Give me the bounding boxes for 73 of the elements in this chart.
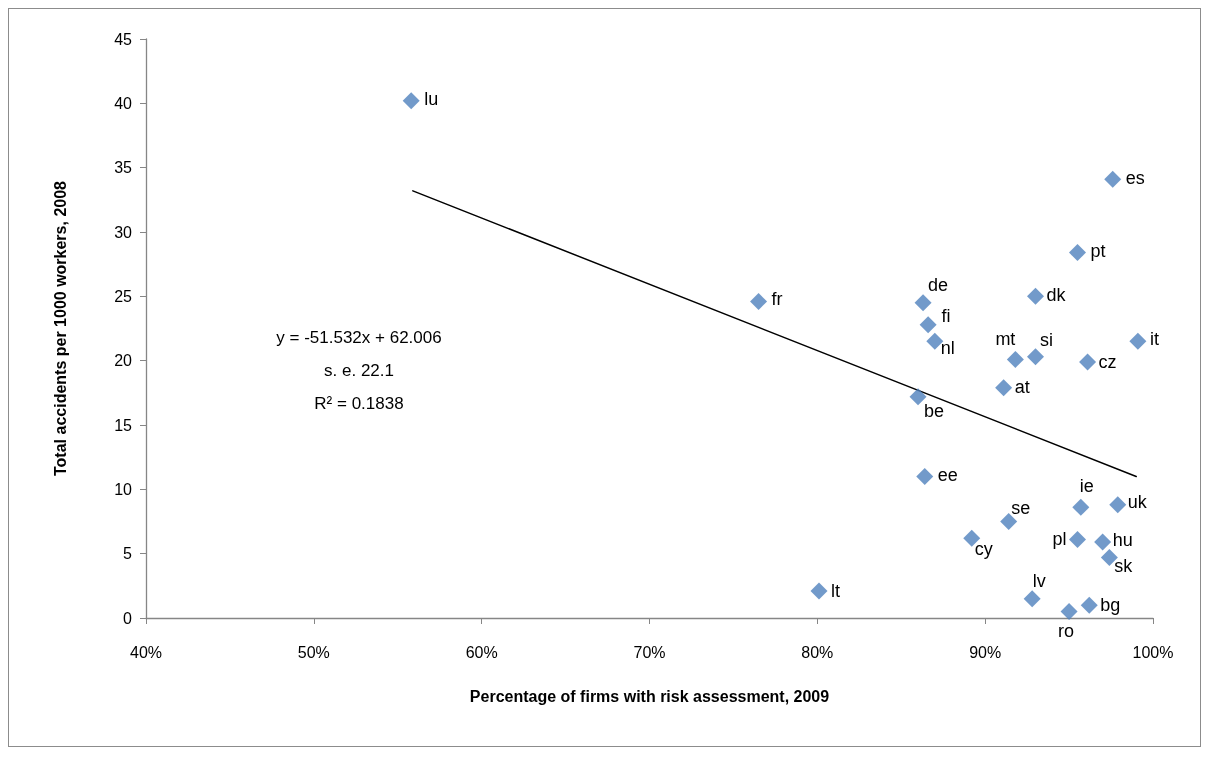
annotation: it <box>1149 329 1159 350</box>
point <box>810 582 828 600</box>
annotation: lv <box>1032 570 1046 591</box>
point <box>1109 496 1127 514</box>
annotation: s. e. 22.1 <box>324 360 394 380</box>
y-tick-label: 25 <box>114 287 133 305</box>
annotation: ro <box>1058 620 1075 641</box>
annotation: R² = 0.1838 <box>314 393 404 413</box>
point <box>1094 533 1112 551</box>
annotation: pl <box>1052 528 1067 549</box>
x-tick-label: 40% <box>129 643 163 661</box>
point <box>1027 348 1045 366</box>
annotation: pt <box>1090 240 1106 261</box>
annotation: at <box>1014 376 1030 397</box>
point <box>750 292 768 310</box>
point <box>1027 287 1045 305</box>
x-tick-label: 70% <box>633 643 666 661</box>
y-tick-label: 10 <box>114 480 133 498</box>
point <box>1079 353 1097 371</box>
y-tick-label: 30 <box>114 223 133 241</box>
annotation: uk <box>1127 491 1148 512</box>
point <box>1129 332 1147 350</box>
point <box>995 379 1013 397</box>
x-tick-label: 80% <box>801 643 834 661</box>
annotation: hu <box>1112 530 1133 551</box>
annotation: si <box>1040 329 1054 350</box>
y-tick-label: 5 <box>123 545 133 563</box>
annotation: cz <box>1098 351 1117 372</box>
annotation: cy <box>974 539 993 560</box>
y-tick-label: 45 <box>114 30 133 48</box>
annotation: lt <box>831 580 841 601</box>
annotation: nl <box>940 338 955 359</box>
x-tick-label: 100% <box>1132 643 1174 661</box>
annotation: mt <box>995 329 1016 350</box>
annotation: be <box>924 400 945 421</box>
point <box>963 529 981 547</box>
annotation: ie <box>1079 476 1094 497</box>
y-tick-label: 20 <box>114 352 133 370</box>
point <box>1072 498 1090 516</box>
x-tick-label: 50% <box>297 643 330 661</box>
annotation: fr <box>771 289 783 310</box>
point <box>926 332 944 350</box>
annotation: de <box>928 274 949 295</box>
point <box>402 92 420 110</box>
annotation: y = -51.532x + 62.006 <box>276 327 442 347</box>
annotation: ee <box>937 465 958 486</box>
annotation: fi <box>941 305 951 326</box>
annotation: lu <box>424 88 439 109</box>
point <box>1000 513 1018 530</box>
annotation: dk <box>1046 285 1067 306</box>
y-axis-title: Total accidents per 1000 workers, 2008 <box>51 180 69 476</box>
point <box>1006 350 1024 368</box>
annotation: sk <box>1114 555 1134 576</box>
point <box>1068 244 1086 262</box>
annotation: bg <box>1100 595 1121 616</box>
y-tick-label: 15 <box>114 416 133 434</box>
point <box>916 467 934 485</box>
point <box>1080 596 1098 614</box>
point <box>1023 590 1041 608</box>
point <box>909 388 927 406</box>
point <box>1060 603 1078 621</box>
point <box>914 294 932 312</box>
point <box>1104 170 1122 188</box>
y-tick-label: 0 <box>123 609 133 627</box>
annotation: se <box>1011 497 1031 518</box>
point <box>1068 531 1086 549</box>
annotation: es <box>1125 168 1145 189</box>
y-tick-label: 40 <box>114 94 133 112</box>
x-axis-title: Percentage of firms with risk assessment, 2009 <box>469 687 830 705</box>
point <box>919 316 937 334</box>
x-tick-label: 90% <box>969 643 1002 661</box>
y-tick-label: 35 <box>114 159 133 177</box>
x-tick-label: 60% <box>465 643 498 661</box>
